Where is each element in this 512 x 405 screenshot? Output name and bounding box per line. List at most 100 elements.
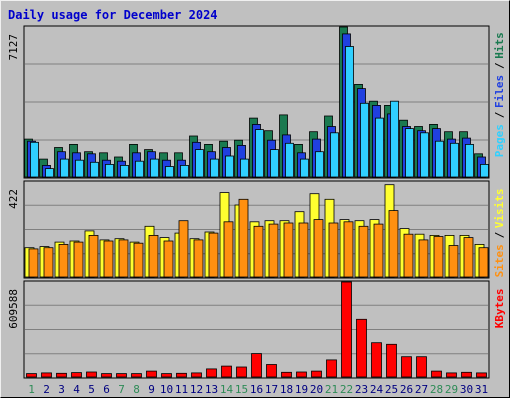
x-tick-label-day-2: 2 xyxy=(43,383,50,396)
bar-kbytes-day-22 xyxy=(341,281,352,378)
x-tick-label-day-25: 25 xyxy=(385,383,398,396)
x-tick-label-day-10: 10 xyxy=(160,383,173,396)
bar-sites-day-13 xyxy=(208,232,219,278)
bar-sites-day-18 xyxy=(283,222,294,278)
x-tick-label-day-12: 12 xyxy=(190,383,203,396)
x-tick-label-day-8: 8 xyxy=(133,383,140,396)
legend-label-separator: / xyxy=(493,111,506,118)
bar-kbytes-day-23 xyxy=(356,318,367,378)
bar-kbytes-day-25 xyxy=(386,343,397,378)
x-tick-label-day-3: 3 xyxy=(58,383,65,396)
x-tick-label-day-31: 31 xyxy=(475,383,488,396)
x-tick-label-day-14: 14 xyxy=(220,383,234,396)
bar-kbytes-day-11 xyxy=(176,372,187,378)
x-tick-label-day-19: 19 xyxy=(295,383,308,396)
x-tick-label-day-9: 9 xyxy=(148,383,155,396)
legend-label-visits: Visits xyxy=(493,188,506,228)
bar-sites-day-20 xyxy=(313,219,324,278)
bar-pages-day-31 xyxy=(480,163,489,178)
bar-kbytes-day-9 xyxy=(146,370,157,378)
panel-kbytes-legend: KBytes xyxy=(493,288,506,328)
legend-label-separator: / xyxy=(493,231,506,238)
panel-hits-max-label: 7127 xyxy=(7,34,20,61)
bar-kbytes-day-20 xyxy=(311,370,322,378)
legend-label-sites: Sites xyxy=(493,244,506,277)
bar-kbytes-day-10 xyxy=(161,373,172,378)
bar-pages-day-18 xyxy=(285,142,294,178)
x-tick-label-day-18: 18 xyxy=(280,383,293,396)
bar-pages-day-1 xyxy=(30,141,39,178)
bar-pages-day-30 xyxy=(465,143,474,178)
panel-hits: 7127 Hits / Files / Pages xyxy=(7,25,506,179)
x-tick-label-day-28: 28 xyxy=(430,383,443,396)
bar-pages-day-9 xyxy=(150,158,159,178)
bar-sites-day-31 xyxy=(478,247,489,278)
bar-sites-day-9 xyxy=(148,234,159,278)
legend-label-files: Files xyxy=(493,75,506,108)
bar-pages-day-20 xyxy=(315,151,324,178)
bar-pages-day-14 xyxy=(225,155,234,178)
panel-kbytes: 609588 KBytes xyxy=(7,280,506,379)
series-sites xyxy=(28,198,489,278)
x-tick-label-day-22: 22 xyxy=(340,383,353,396)
bar-kbytes-day-13 xyxy=(206,368,217,378)
x-tick-label-day-20: 20 xyxy=(310,383,323,396)
bar-sites-day-3 xyxy=(58,243,69,278)
bar-pages-day-25 xyxy=(390,100,399,178)
bar-sites-day-16 xyxy=(253,225,264,278)
x-tick-label-day-26: 26 xyxy=(400,383,413,396)
legend-label-pages: Pages xyxy=(493,124,506,157)
bar-pages-day-10 xyxy=(165,166,174,178)
bar-pages-day-8 xyxy=(135,160,144,178)
bar-sites-day-2 xyxy=(43,247,54,278)
bar-sites-day-22 xyxy=(343,221,354,278)
x-tick-label-day-24: 24 xyxy=(370,383,384,396)
bar-sites-day-21 xyxy=(328,222,339,278)
x-tick-label-day-21: 21 xyxy=(325,383,338,396)
bar-pages-day-7 xyxy=(120,164,129,178)
bar-kbytes-day-14 xyxy=(221,365,232,378)
bar-kbytes-day-24 xyxy=(371,342,382,378)
series-pages xyxy=(30,46,489,178)
panel-visits-legend: Visits / Sites xyxy=(493,188,506,277)
x-tick-label-day-29: 29 xyxy=(445,383,458,396)
legend-label-separator: / xyxy=(493,62,506,69)
x-tick-label-day-13: 13 xyxy=(205,383,218,396)
bar-pages-day-22 xyxy=(345,46,354,178)
bar-sites-day-15 xyxy=(238,198,249,278)
x-axis-day-labels: 1 2 3 4 5 6 7 8 9 10 11 12 13 14 15 16 17 18 19 20 21 22 23 24 2… xyxy=(28,383,488,396)
bar-sites-day-5 xyxy=(88,234,99,278)
bar-sites-day-25 xyxy=(388,210,399,278)
bar-kbytes-day-16 xyxy=(251,353,262,378)
bar-kbytes-day-19 xyxy=(296,371,307,378)
bar-pages-day-6 xyxy=(105,163,114,178)
x-tick-label-day-5: 5 xyxy=(88,383,95,396)
chart-panels: 7127 Hits / Files / Pages 422 Visits / Sites 60958… xyxy=(7,25,506,379)
x-tick-label-day-1: 1 xyxy=(28,383,35,396)
bar-kbytes-day-29 xyxy=(446,372,457,378)
panel-visits-max-label: 422 xyxy=(7,189,20,209)
x-tick-label-day-27: 27 xyxy=(415,383,428,396)
bar-kbytes-day-2 xyxy=(41,372,52,378)
bar-sites-day-27 xyxy=(418,239,429,278)
panel-kbytes-max-label: 609588 xyxy=(7,289,20,329)
bar-kbytes-day-7 xyxy=(116,373,127,378)
bar-sites-day-23 xyxy=(358,225,369,278)
bar-pages-day-28 xyxy=(435,140,444,178)
bar-kbytes-day-27 xyxy=(416,356,427,378)
bar-kbytes-day-28 xyxy=(431,370,442,378)
bar-kbytes-day-4 xyxy=(71,372,82,378)
bar-pages-day-24 xyxy=(375,117,384,178)
bar-sites-day-4 xyxy=(73,241,84,278)
bar-sites-day-26 xyxy=(403,233,414,278)
bar-sites-day-12 xyxy=(193,239,204,278)
x-tick-label-day-4: 4 xyxy=(73,383,80,396)
bar-kbytes-day-31 xyxy=(476,372,487,378)
bar-kbytes-day-18 xyxy=(281,371,292,378)
bar-sites-day-28 xyxy=(433,236,444,278)
series-kbytes xyxy=(26,281,487,378)
bar-sites-day-1 xyxy=(28,248,39,278)
bar-pages-day-17 xyxy=(270,149,279,178)
x-tick-label-day-7: 7 xyxy=(118,383,125,396)
